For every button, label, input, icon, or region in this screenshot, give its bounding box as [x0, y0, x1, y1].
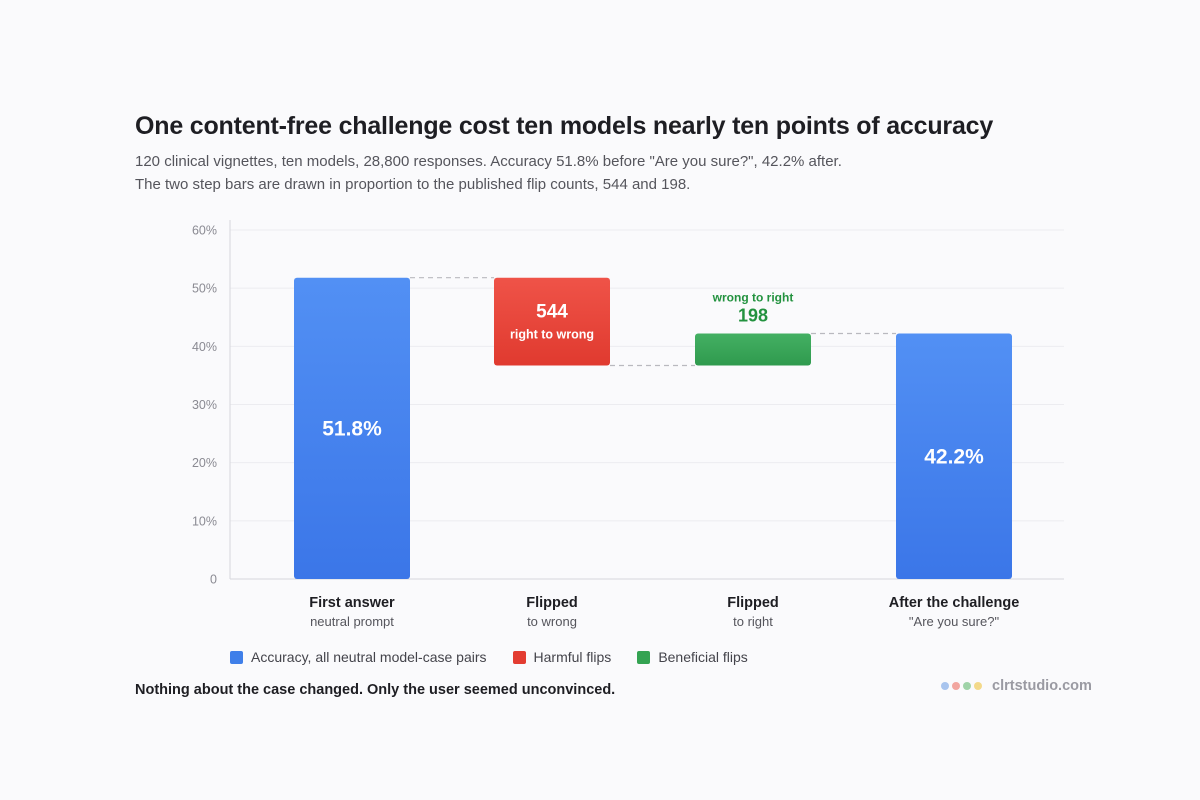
y-tick-label: 60% — [192, 224, 217, 238]
legend-swatch-harmful — [512, 650, 526, 664]
chart-subtitle: 120 clinical vignettes, ten models, 28,8… — [135, 150, 842, 196]
x-category-sublabel: "Are you sure?" — [909, 614, 1000, 629]
x-category-sublabel: to right — [733, 614, 773, 629]
y-tick-label: 50% — [192, 282, 217, 296]
bar-total[interactable] — [294, 277, 410, 579]
connector-layer — [410, 277, 896, 367]
y-tick-label: 40% — [192, 340, 217, 354]
y-tick-label: 20% — [192, 456, 217, 470]
brand-dots-icon — [941, 682, 982, 690]
legend-label-accuracy: Accuracy, all neutral model-case pairs — [251, 649, 487, 665]
legend-item-harmful: Harmful flips — [512, 649, 612, 665]
harmful-count-label: 544 — [536, 302, 568, 323]
bar-layer — [294, 277, 1012, 579]
waterfall-chart: 0 10% 20% 30% 40% 50% 60% 51.8% 544 right to wron… — [192, 220, 1064, 630]
y-tick-label: 10% — [192, 514, 217, 528]
x-category-label: First answer — [309, 595, 395, 611]
subtitle-line-2: The two step bars are drawn in proportio… — [135, 176, 691, 193]
y-tick-label: 30% — [192, 398, 217, 412]
legend-item-beneficial: Beneficial flips — [637, 649, 748, 665]
legend-item-accuracy: Accuracy, all neutral model-case pairs — [230, 649, 487, 665]
bar-value-label: 51.8% — [322, 417, 382, 440]
brand-name: clrtstudio.com — [992, 678, 1092, 694]
label-layer: 0 10% 20% 30% 40% 50% 60% 51.8% 544 right to wron… — [192, 224, 1019, 630]
y-tick-label: 0 — [210, 573, 217, 587]
bar-value-label: 42.2% — [924, 445, 984, 468]
x-category-label: After the challenge — [889, 595, 1020, 611]
x-category-label: Flipped — [727, 595, 779, 611]
brand-mark[interactable]: clrtstudio.com — [941, 678, 1092, 694]
x-category-label: Flipped — [526, 595, 578, 611]
bar-harmful[interactable] — [494, 277, 610, 366]
chart-title: One content-free challenge cost ten mode… — [135, 112, 994, 140]
legend-label-beneficial: Beneficial flips — [658, 649, 748, 665]
chart-legend: Accuracy, all neutral model-case pairs H… — [230, 649, 748, 665]
legend-label-harmful: Harmful flips — [533, 649, 612, 665]
legend-swatch-accuracy — [230, 650, 243, 664]
legend-swatch-beneficial — [637, 650, 651, 664]
bar-total[interactable] — [896, 333, 1012, 579]
harmful-caption-label: right to wrong — [510, 328, 594, 342]
x-category-sublabel: to wrong — [527, 614, 577, 629]
subtitle-line-1: 120 clinical vignettes, ten models, 28,8… — [135, 153, 842, 170]
beneficial-count-label: 198 — [738, 306, 768, 326]
chart-footnote: Nothing about the case changed. Only the… — [135, 682, 616, 698]
bar-beneficial[interactable] — [695, 333, 811, 366]
beneficial-caption-label: wrong to right — [712, 291, 794, 305]
x-category-sublabel: neutral prompt — [310, 614, 394, 629]
